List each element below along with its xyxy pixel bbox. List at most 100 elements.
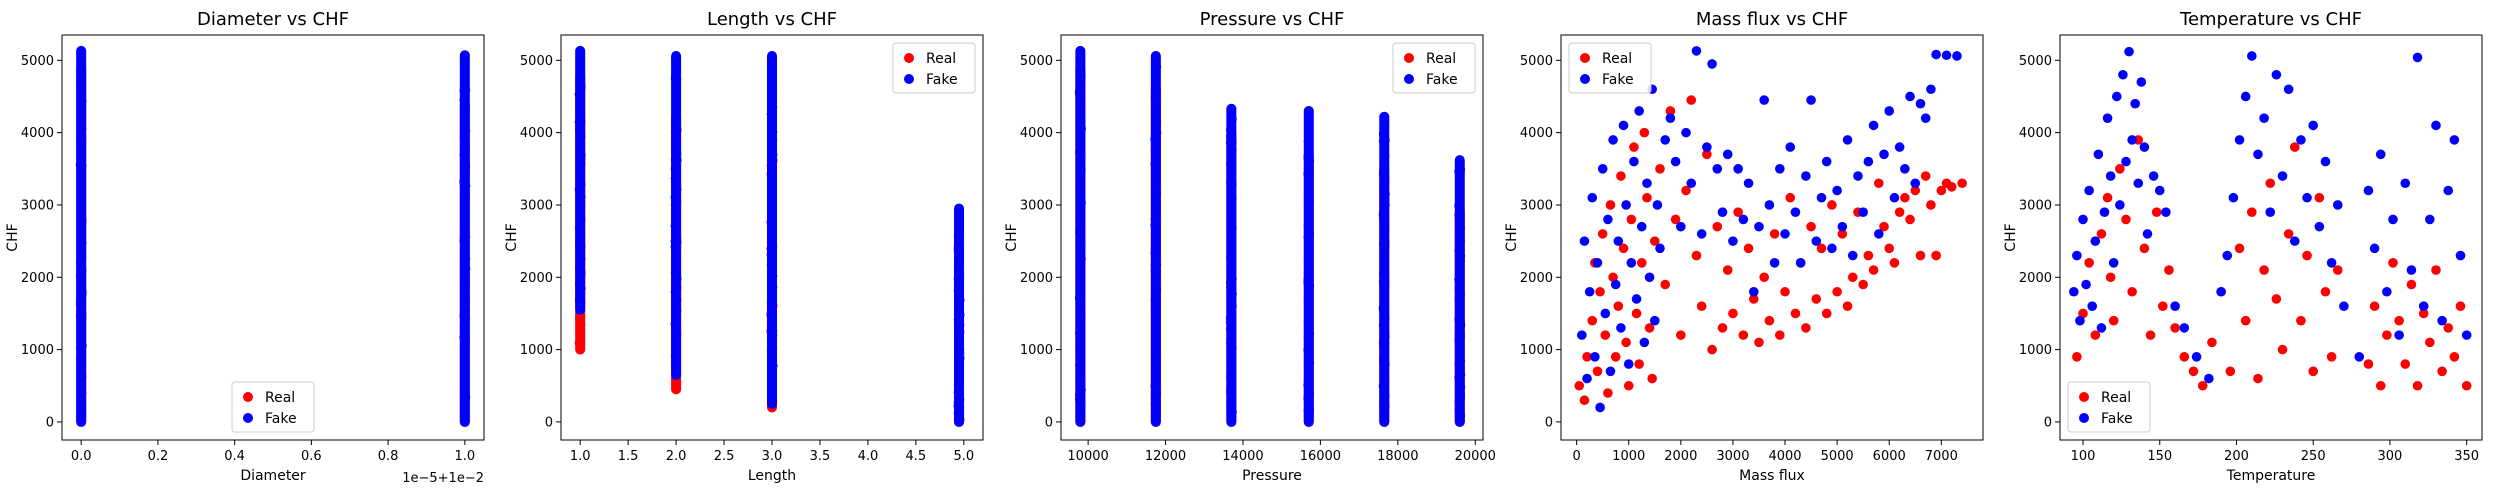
x-tick-label: 150 (2147, 449, 2172, 464)
x-tick-label: 12000 (1145, 449, 1186, 464)
x-tick-label: 18000 (1377, 449, 1418, 464)
data-point (1574, 380, 1585, 391)
legend: Real Fake (1568, 42, 1652, 94)
data-point (2388, 214, 2398, 225)
data-point (2437, 315, 2447, 326)
data-point (1743, 178, 1754, 189)
data-point (2240, 315, 2251, 326)
plot-area (75, 45, 471, 427)
data-point (1728, 308, 1738, 319)
data-point (1603, 214, 1613, 225)
data-point (1378, 210, 1389, 221)
subplot-2: 1.0 1.5 2.0 2.5 3.0 3.5 4.0 4.5 5.0 0 1000 2000 3000… (504, 9, 984, 484)
data-point (1616, 323, 1626, 333)
y-tick-label: 5000 (1020, 54, 1053, 69)
data-point (2308, 120, 2318, 131)
data-point (459, 332, 469, 343)
data-point (2069, 286, 2079, 297)
data-point (1621, 337, 1631, 348)
data-point (1597, 229, 1608, 239)
data-point (1226, 379, 1237, 389)
data-point (2247, 207, 2257, 217)
chart-title: Pressure vs CHF (1200, 9, 1345, 30)
data-point (1454, 283, 1465, 293)
data-point (671, 273, 682, 284)
data-point (459, 220, 470, 230)
data-point (1227, 407, 1237, 418)
x-tick-label: 200 (2224, 449, 2249, 464)
data-point (1647, 373, 1657, 384)
data-point (1618, 243, 1629, 254)
data-point (1634, 106, 1644, 116)
data-point (1696, 229, 1707, 239)
data-point (1075, 68, 1086, 79)
data-point (1304, 281, 1315, 291)
data-point (575, 46, 585, 56)
data-point (2461, 380, 2472, 391)
data-point (2124, 46, 2134, 57)
data-point (1304, 131, 1314, 142)
data-point (1759, 272, 1769, 283)
data-point (1743, 243, 1754, 254)
data-point (1584, 286, 1595, 297)
data-point (1775, 330, 1785, 340)
data-point (1858, 207, 1868, 217)
data-point (2136, 77, 2147, 87)
data-point (1225, 137, 1236, 148)
data-point (76, 178, 86, 188)
data-point (1686, 95, 1697, 105)
data-point (1075, 314, 1086, 325)
data-point (1707, 59, 1717, 69)
y-tick-label: 3000 (1020, 198, 1053, 213)
series-fake (75, 45, 471, 427)
axes-frame (2059, 34, 2483, 441)
data-point (1626, 258, 1637, 268)
legend-label-fake: Fake (926, 72, 958, 88)
data-point (76, 46, 86, 56)
data-point (2443, 323, 2454, 333)
data-point (2087, 301, 2098, 312)
data-point (575, 258, 586, 269)
data-point (1764, 200, 1775, 210)
data-point (2204, 373, 2214, 384)
subplot-3: 10000 12000 14000 16000 18000 20000 0 1000 2000 3… (1004, 9, 1496, 484)
data-point (671, 51, 681, 61)
data-point (1595, 402, 1605, 413)
data-point (1075, 56, 1086, 66)
data-point (1936, 185, 1947, 196)
y-tick-label: 1000 (2019, 343, 2052, 358)
data-point (1691, 46, 1702, 56)
data-point (1303, 406, 1314, 416)
x-tick-label: 300 (2378, 449, 2403, 464)
data-point (1847, 250, 1858, 261)
data-point (1738, 214, 1749, 225)
data-point (1075, 216, 1086, 227)
x-tick-label: 0.4 (224, 449, 245, 464)
data-point (1379, 356, 1389, 366)
data-point (1303, 232, 1314, 243)
data-point (1150, 145, 1161, 156)
data-point (574, 278, 585, 289)
data-point (76, 96, 87, 107)
data-point (1600, 308, 1611, 319)
data-point (1618, 120, 1629, 131)
data-point (1660, 279, 1670, 290)
data-point (2296, 315, 2306, 326)
data-point (1634, 359, 1644, 369)
y-tick-label: 0 (2044, 415, 2052, 430)
data-point (459, 273, 470, 284)
data-point (1379, 240, 1390, 250)
data-point (1226, 398, 1236, 408)
data-point (1592, 366, 1603, 377)
data-point (1455, 235, 1465, 246)
data-point (1226, 348, 1236, 359)
data-point (1075, 46, 1086, 56)
data-point (1623, 380, 1634, 391)
data-point (1151, 284, 1162, 295)
data-point (1227, 223, 1237, 234)
data-point (1926, 200, 1936, 210)
data-point (1665, 106, 1676, 116)
data-point (1303, 106, 1314, 116)
data-point (1889, 258, 1900, 268)
data-point (2228, 192, 2239, 203)
